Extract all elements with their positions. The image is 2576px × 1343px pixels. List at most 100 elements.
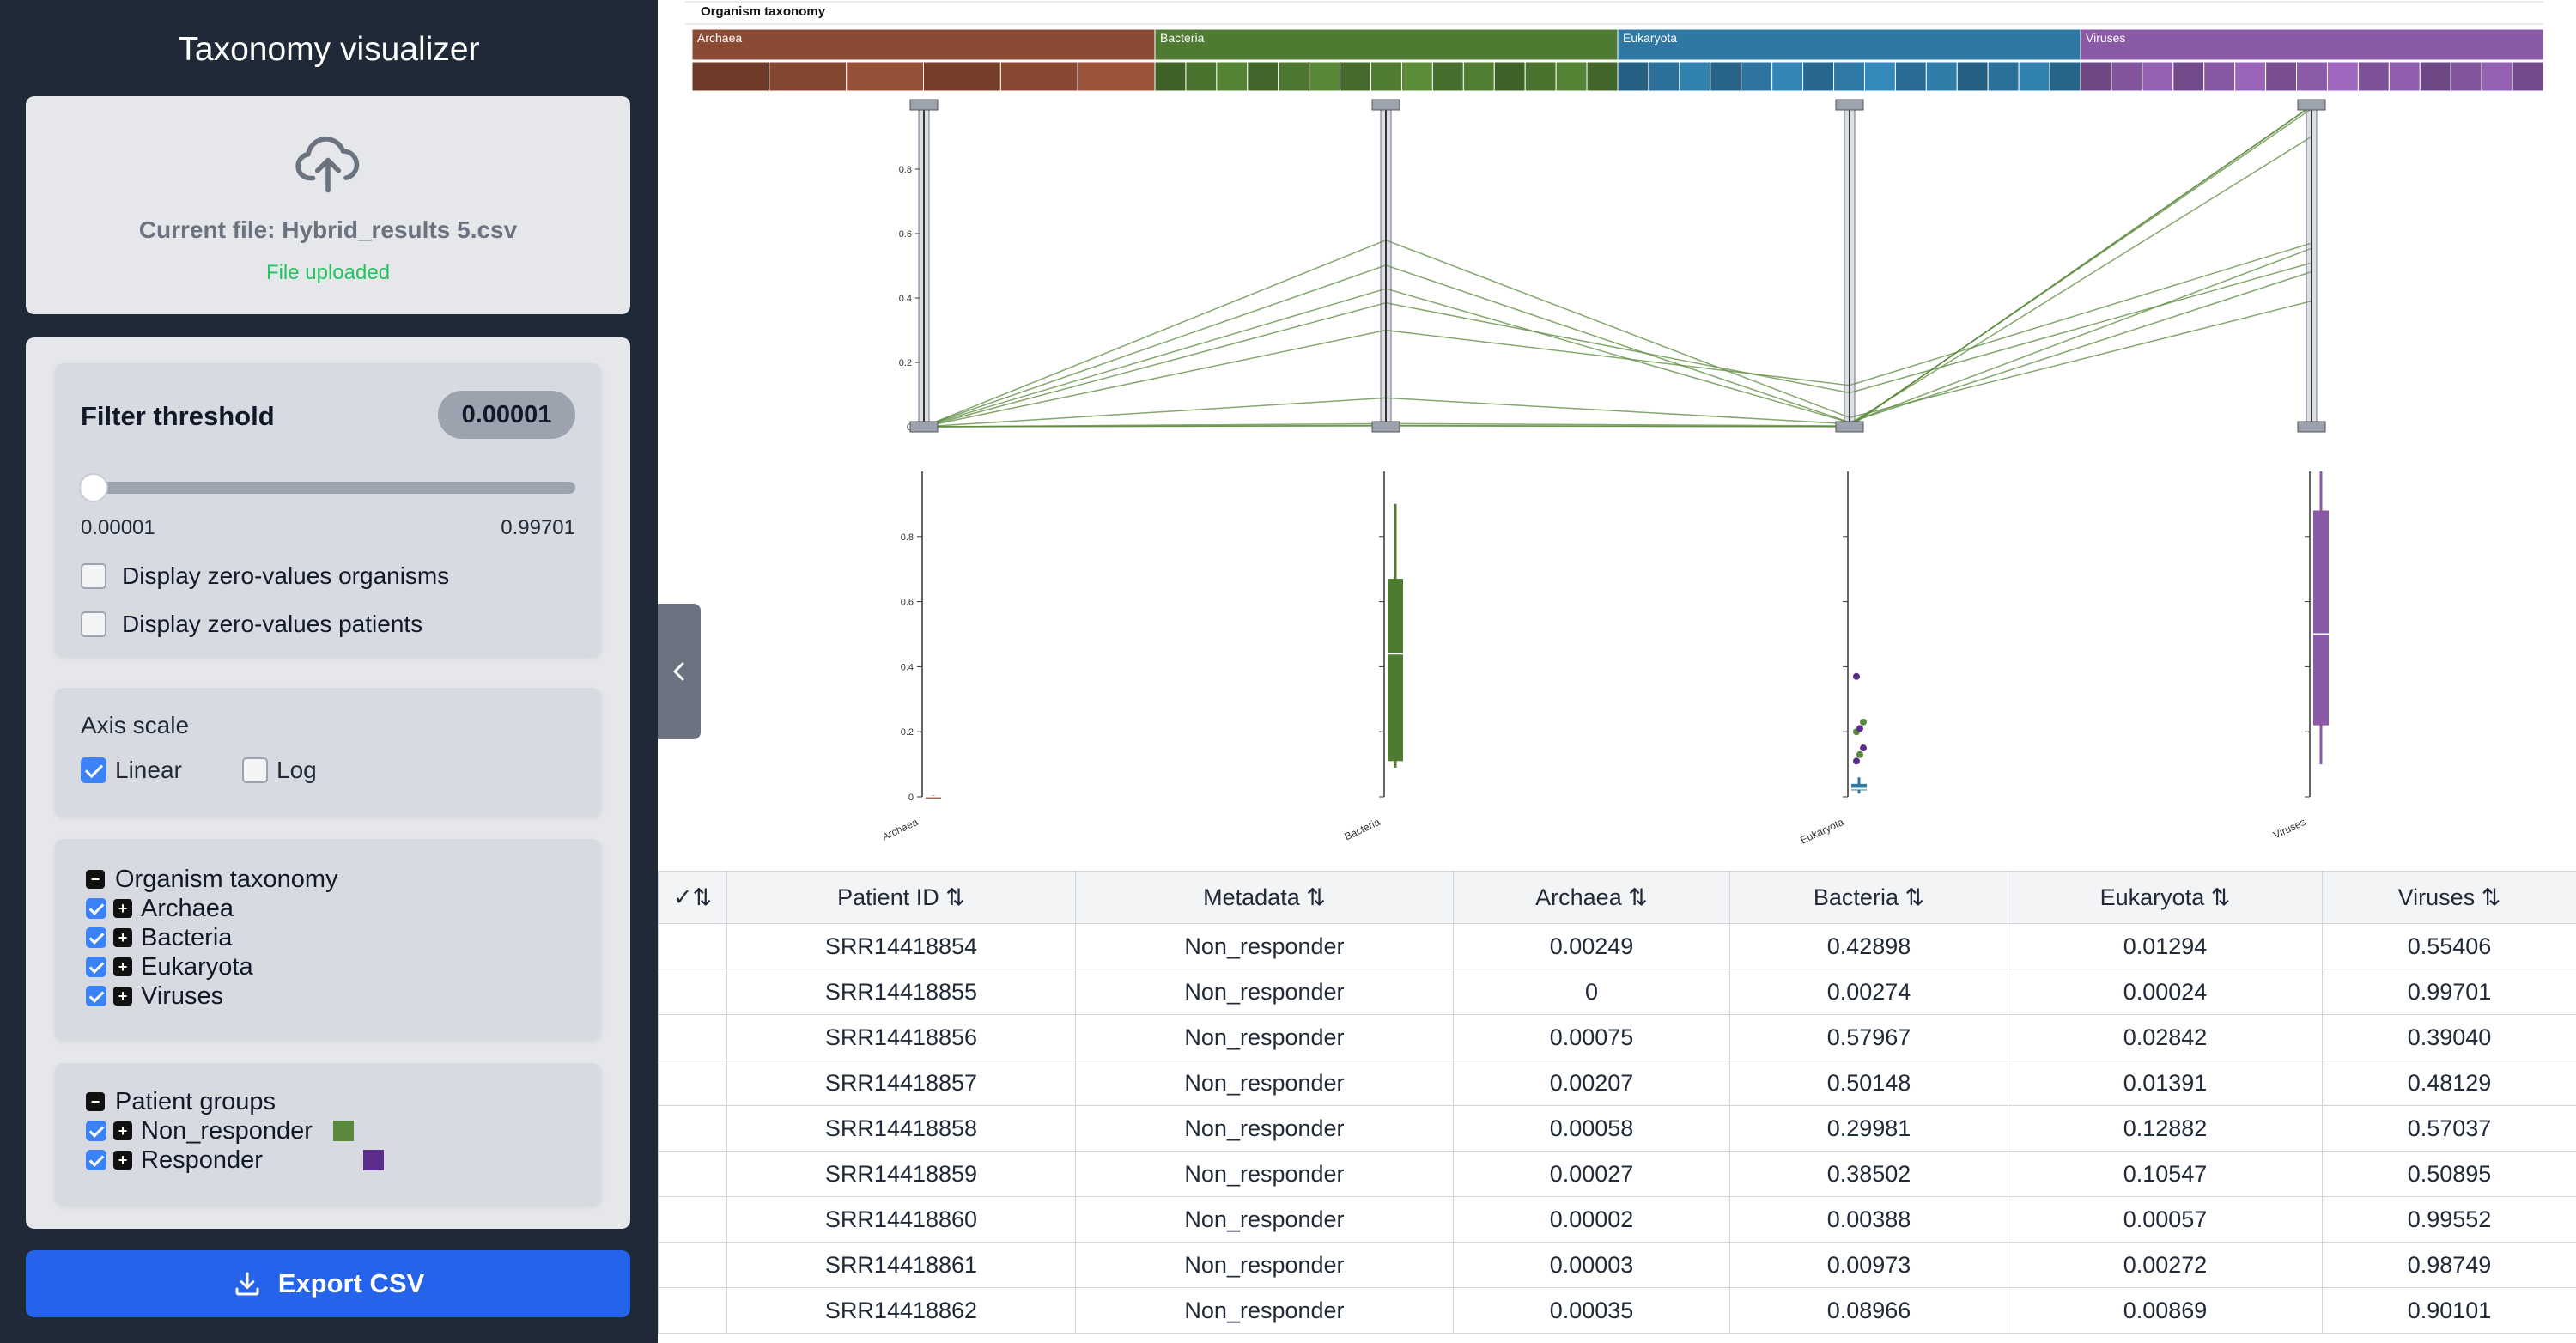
column-header[interactable]: Metadata ⇅ — [1075, 871, 1454, 924]
collapse-sidebar-button[interactable] — [658, 604, 701, 739]
table-row[interactable]: SRR14418854 Non_responder 0.00249 0.42898 0.… — [658, 923, 2576, 969]
treemap-leaf[interactable] — [1679, 61, 1711, 92]
group-item-non-responder[interactable]: + Non_responder — [86, 1116, 384, 1146]
treemap-leaf[interactable] — [2203, 61, 2236, 92]
non-responder-color-swatch[interactable] — [332, 1121, 354, 1141]
treemap-leaf[interactable] — [2326, 61, 2359, 92]
treemap-leaf[interactable] — [2111, 61, 2143, 92]
display-zero-organisms-checkbox[interactable] — [81, 563, 106, 589]
treemap-leaf[interactable] — [2296, 61, 2328, 92]
treemap-leaf[interactable] — [1925, 61, 1958, 92]
treemap-group-archaea[interactable] — [691, 28, 1156, 61]
viruses-checkbox[interactable] — [86, 986, 106, 1006]
pcp-axis-handle-top[interactable] — [909, 99, 939, 111]
treemap-leaf[interactable] — [1077, 61, 1156, 92]
box-outlier-point[interactable] — [1853, 757, 1860, 765]
treemap-leaf[interactable] — [2357, 61, 2390, 92]
box-iqr-eukaryota[interactable] — [1851, 783, 1867, 791]
treemap-leaf[interactable] — [1987, 61, 2020, 92]
treemap-leaf[interactable] — [1863, 61, 1896, 92]
treemap-leaf[interactable] — [1340, 61, 1372, 92]
treemap-leaf[interactable] — [2481, 61, 2513, 92]
column-header[interactable]: Viruses ⇅ — [2322, 871, 2576, 924]
column-header[interactable]: Patient ID ⇅ — [726, 871, 1076, 924]
file-upload-dropzone[interactable]: Current file: Hybrid_results 5.csv File … — [26, 96, 630, 314]
treemap-leaf[interactable] — [2419, 61, 2451, 92]
box-iqr-bacteria[interactable] — [1388, 579, 1403, 762]
treemap-group-eukaryota[interactable] — [1617, 28, 2081, 61]
tree-item-bacteria[interactable]: + Bacteria — [86, 923, 338, 952]
pcp-patient-line[interactable] — [923, 264, 2312, 427]
treemap-leaf[interactable] — [2388, 61, 2421, 92]
treemap-leaf[interactable] — [2450, 61, 2482, 92]
treemap-leaf[interactable] — [1247, 61, 1279, 92]
pcp-patient-line[interactable] — [923, 247, 2312, 427]
export-csv-button[interactable]: Export CSV — [26, 1250, 630, 1317]
expand-icon[interactable]: + — [113, 987, 132, 1006]
treemap-leaf[interactable] — [923, 61, 1001, 92]
expand-icon[interactable]: + — [113, 957, 132, 976]
treemap-leaf[interactable] — [1741, 61, 1773, 92]
expand-icon[interactable]: + — [113, 1151, 132, 1170]
non-responder-checkbox[interactable] — [86, 1121, 106, 1141]
axis-scale-linear-option[interactable]: Linear — [81, 757, 182, 784]
row-select-cell[interactable] — [658, 1060, 727, 1106]
treemap-leaf[interactable] — [1648, 61, 1680, 92]
treemap-leaf[interactable] — [1771, 61, 1804, 92]
pcp-axis-handle-top[interactable] — [1371, 99, 1400, 111]
treemap-leaf[interactable] — [1278, 61, 1310, 92]
treemap-leaf[interactable] — [846, 61, 925, 92]
row-select-cell[interactable] — [658, 1287, 727, 1334]
pcp-axis-handle-bottom[interactable] — [1835, 421, 1864, 433]
row-select-cell[interactable] — [658, 1196, 727, 1243]
linear-checkbox[interactable] — [81, 757, 106, 783]
treemap-leaf[interactable] — [2234, 61, 2267, 92]
treemap-leaf[interactable] — [1710, 61, 1742, 92]
pcp-patient-line[interactable] — [923, 106, 2312, 428]
treemap-leaf[interactable] — [1462, 61, 1495, 92]
row-select-cell[interactable] — [658, 1105, 727, 1152]
pcp-axis-handle-top[interactable] — [1835, 99, 1864, 111]
expand-icon[interactable]: + — [113, 928, 132, 947]
taxonomy-treemap[interactable]: Archaea Bacteria Eukaryota Viruses — [691, 28, 2544, 92]
row-select-cell[interactable] — [658, 1014, 727, 1060]
pcp-axis-handle-bottom[interactable] — [1371, 421, 1400, 433]
box-outlier-point[interactable] — [1856, 725, 1863, 732]
expand-icon[interactable]: + — [113, 1121, 132, 1140]
threshold-slider-handle[interactable] — [79, 473, 108, 502]
display-zero-patients-option[interactable]: Display zero-values patients — [81, 611, 422, 638]
tree-root-organism-taxonomy[interactable]: − Organism taxonomy — [86, 865, 338, 894]
display-zero-organisms-option[interactable]: Display zero-values organisms — [81, 562, 449, 590]
axis-scale-log-option[interactable]: Log — [242, 757, 317, 784]
responder-checkbox[interactable] — [86, 1150, 106, 1170]
treemap-leaf[interactable] — [1833, 61, 1865, 92]
table-row[interactable]: SRR14418862 Non_responder 0.00035 0.08966 0.… — [658, 1287, 2576, 1334]
row-select-cell[interactable] — [658, 923, 727, 969]
tree-item-archaea[interactable]: + Archaea — [86, 894, 338, 923]
box-outlier-point[interactable] — [1860, 718, 1867, 726]
archaea-checkbox[interactable] — [86, 898, 106, 919]
treemap-leaf[interactable] — [1617, 61, 1649, 92]
threshold-slider-track[interactable] — [84, 482, 575, 494]
pcp-patient-line[interactable] — [923, 136, 2312, 428]
pcp-axis-handle-bottom[interactable] — [909, 421, 939, 433]
row-select-cell[interactable] — [658, 1151, 727, 1197]
parallel-coordinates-plot[interactable]: 0 0.2 0.4 0.6 0.8 — [899, 99, 2326, 433]
collapse-icon[interactable]: − — [86, 870, 105, 889]
treemap-leaf[interactable] — [1400, 61, 1433, 92]
box-outlier-point[interactable] — [1856, 750, 1863, 758]
treemap-leaf[interactable] — [1894, 61, 1927, 92]
group-item-responder[interactable]: + Responder — [86, 1146, 384, 1175]
tree-item-eukaryota[interactable]: + Eukaryota — [86, 952, 338, 981]
treemap-leaf[interactable] — [2049, 61, 2081, 92]
column-header[interactable]: Archaea ⇅ — [1453, 871, 1730, 924]
treemap-leaf[interactable] — [1309, 61, 1341, 92]
treemap-leaf[interactable] — [2142, 61, 2174, 92]
tree-item-viruses[interactable]: + Viruses — [86, 981, 338, 1011]
treemap-group-viruses[interactable] — [2080, 28, 2544, 61]
responder-color-swatch[interactable] — [362, 1150, 384, 1170]
treemap-leaf[interactable] — [999, 61, 1078, 92]
treemap-leaf[interactable] — [2080, 61, 2112, 92]
treemap-leaf[interactable] — [1956, 61, 1989, 92]
treemap-leaf[interactable] — [1185, 61, 1218, 92]
